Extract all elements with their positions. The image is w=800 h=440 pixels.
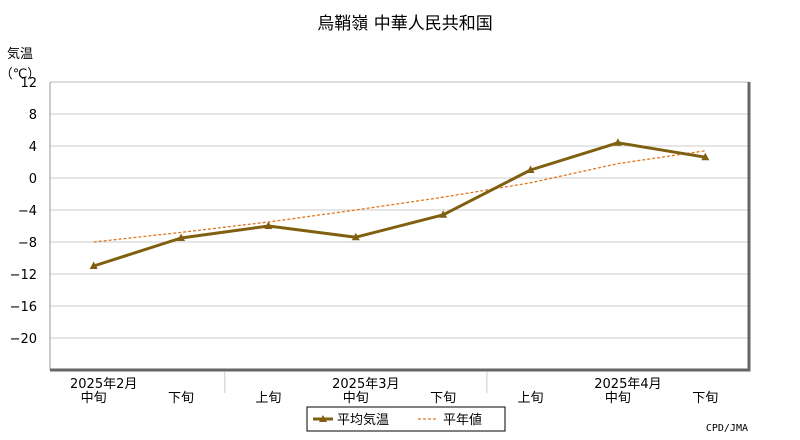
series-normal-line: [93, 150, 706, 243]
series-mean-point: [264, 221, 273, 229]
x-month-label: 2025年4月: [594, 377, 661, 392]
legend: 平均気温 平年値: [306, 406, 506, 432]
series-mean-point: [526, 165, 535, 173]
y-tick-label: 0: [29, 172, 37, 187]
y-tick-label: −20: [10, 332, 37, 347]
series-mean-line: [93, 141, 706, 268]
x-tick-label: 上旬: [518, 391, 544, 406]
y-tick-label: 4: [29, 140, 37, 155]
series-mean-point: [701, 152, 710, 161]
legend-mean-label: 平均気温: [337, 412, 389, 428]
y-axis-label: 気温: [7, 46, 33, 62]
y-tick-labels: 12 8 4 0 −4 −8 −12 −16 −20: [10, 76, 37, 347]
x-tick-label: 中旬: [605, 391, 631, 406]
x-month-label: 2025年3月: [332, 377, 399, 392]
series-mean-point: [351, 232, 360, 241]
x-tick-label: 中旬: [81, 391, 107, 406]
series-mean-point: [89, 261, 98, 269]
y-tick-label: 12: [20, 76, 37, 91]
x-tick-label: 下旬: [168, 391, 194, 406]
y-tick-label: −8: [18, 236, 37, 251]
series-group: [89, 138, 710, 269]
legend-normal-label: 平年値: [443, 412, 482, 428]
y-tick-label: 8: [29, 108, 37, 123]
y-tick-label: −12: [10, 268, 37, 283]
series-mean-point: [177, 233, 186, 241]
x-tick-label: 下旬: [692, 391, 718, 406]
x-tick-label: 中旬: [343, 391, 369, 406]
chart-title: 烏鞘嶺 中華人民共和国: [317, 14, 492, 34]
y-tick-label: −4: [18, 204, 37, 219]
x-month-label: 2025年2月: [70, 377, 137, 392]
y-axis-unit: （℃）: [0, 67, 40, 82]
plot-area: [49, 81, 751, 372]
legend-mean-marker: [319, 415, 327, 422]
legend-box: [306, 406, 506, 432]
grid-lines: [50, 81, 749, 339]
x-tick-label: 上旬: [255, 391, 281, 406]
series-mean-point: [439, 210, 448, 218]
x-tick-labels: 中旬 下旬 上旬 中旬 下旬 上旬 中旬 下旬 2025年2月 2025年3月 2025年4月: [70, 372, 718, 406]
y-tick-label: −16: [10, 300, 37, 315]
series-mean-point: [613, 138, 622, 146]
source-credit: CPD/JMA: [706, 423, 748, 434]
x-tick-label: 下旬: [430, 391, 456, 406]
